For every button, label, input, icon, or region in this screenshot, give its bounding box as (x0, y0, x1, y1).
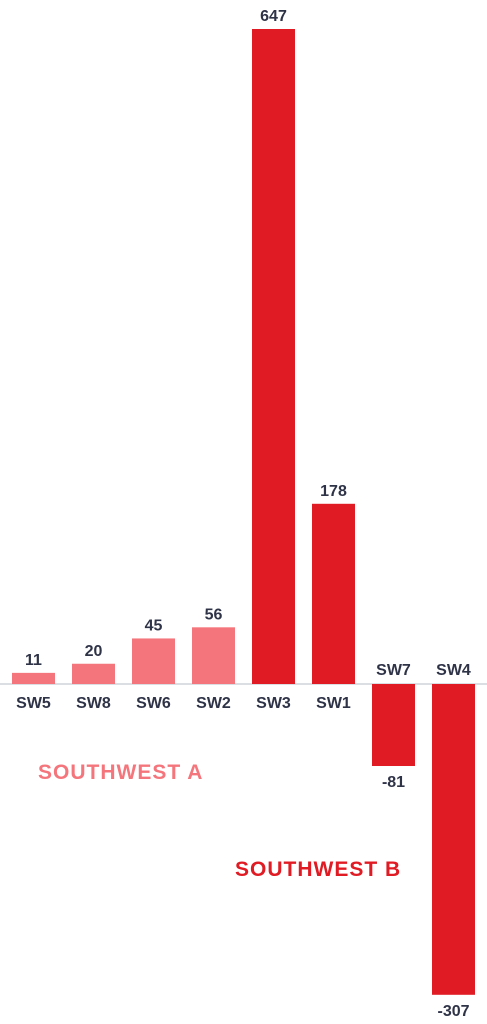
bar-sw2 (192, 627, 235, 684)
value-label-sw7: -81 (382, 774, 405, 791)
value-label-sw8: 20 (85, 643, 103, 660)
value-label-sw2: 56 (205, 606, 223, 623)
group-label-southwest-b: SOUTHWEST B (235, 858, 401, 881)
category-label-sw3: SW3 (256, 695, 291, 712)
bar-sw7 (372, 684, 415, 767)
category-label-sw7: SW7 (376, 662, 411, 679)
bar-sw4 (432, 684, 475, 995)
category-label-sw4: SW4 (436, 662, 471, 679)
bar-sw8 (72, 663, 115, 684)
value-label-sw6: 45 (145, 617, 163, 634)
bars-group (12, 29, 475, 995)
bar-sw3 (252, 29, 295, 684)
category-label-sw1: SW1 (316, 695, 351, 712)
category-label-sw5: SW5 (16, 695, 51, 712)
category-label-sw8: SW8 (76, 695, 111, 712)
category-label-sw6: SW6 (136, 695, 171, 712)
value-label-sw1: 178 (320, 483, 347, 500)
category-label-sw2: SW2 (196, 695, 231, 712)
value-label-sw3: 647 (260, 8, 287, 25)
value-label-sw5: 11 (25, 652, 42, 669)
bar-sw1 (312, 503, 355, 684)
value-label-sw4: -307 (437, 1003, 469, 1020)
labels-group: 11 SW5 20 SW8 45 SW6 56 SW2 647 SW3 178 SW1 -81 SW7 -3… (16, 8, 471, 1020)
bar-sw6 (132, 638, 175, 684)
group-label-southwest-a: SOUTHWEST A (38, 761, 203, 784)
bar-sw5 (12, 672, 55, 684)
